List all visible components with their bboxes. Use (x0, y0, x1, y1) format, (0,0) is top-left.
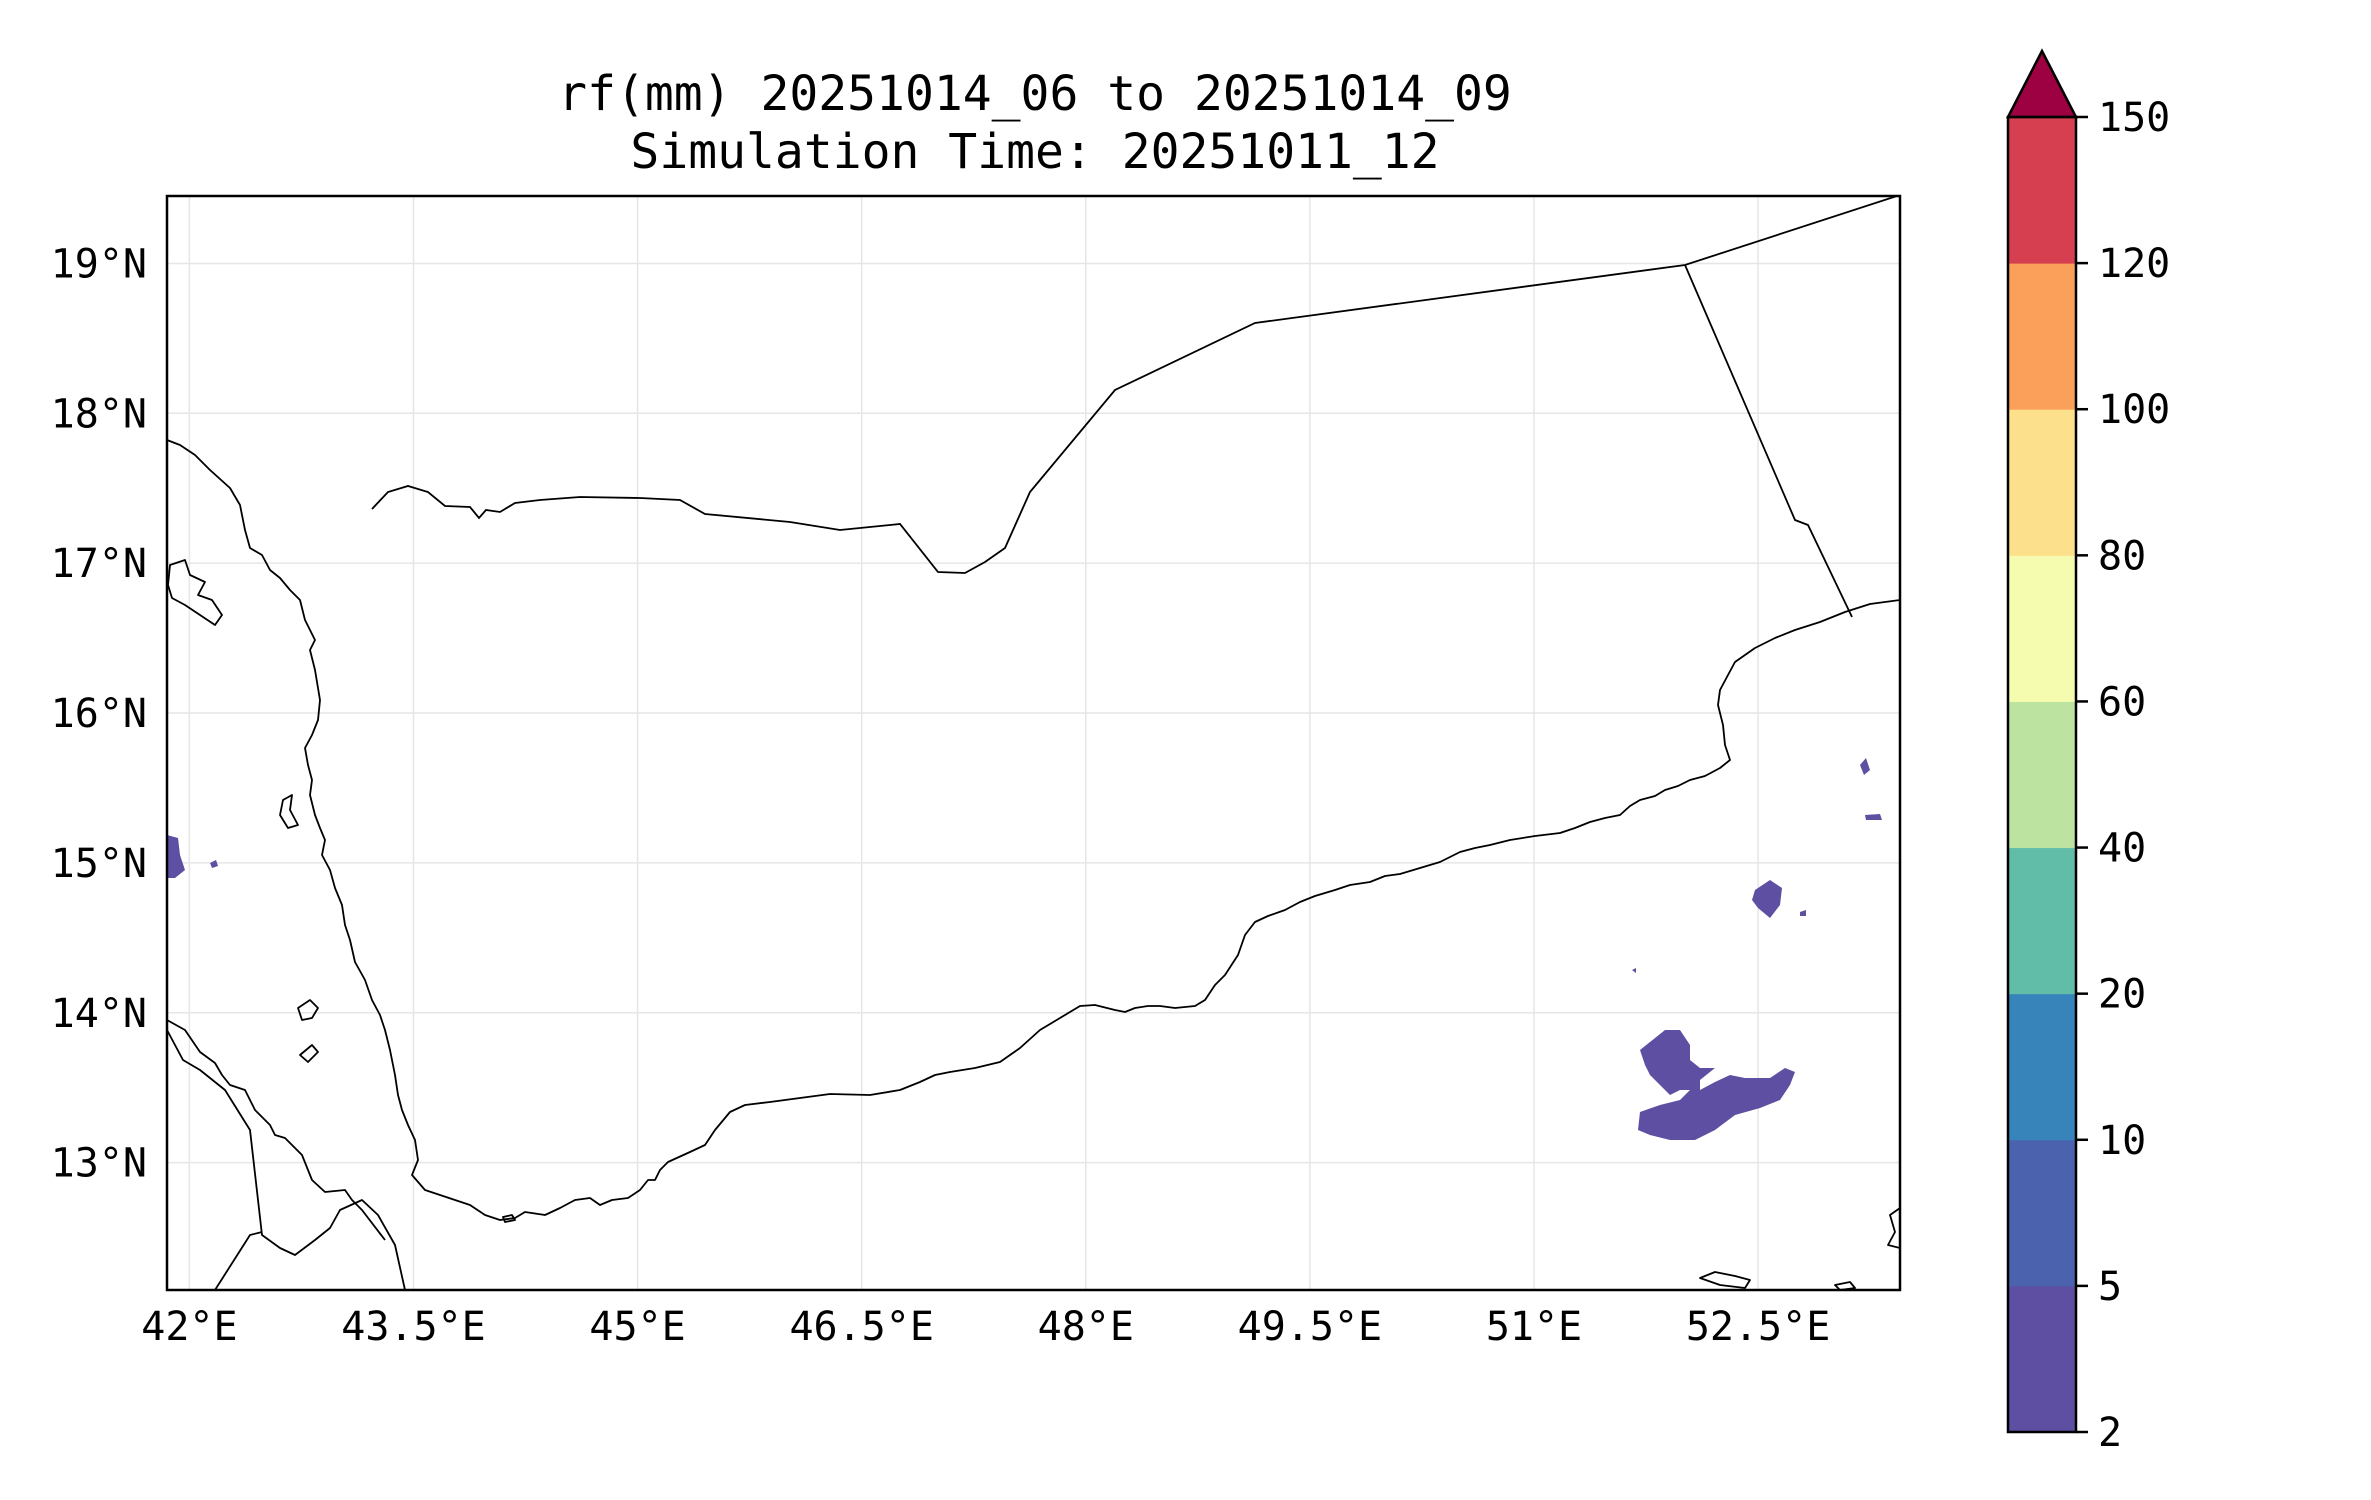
lat-tick-label: 16°N (51, 691, 147, 737)
colorbar-tick-label: 80 (2098, 533, 2146, 579)
lon-tick-label: 49.5°E (1238, 1304, 1383, 1350)
hanish-island-1 (297, 999, 319, 1021)
abd-al-kuri-island (1834, 1281, 1856, 1290)
colorbar-tick-label: 120 (2098, 241, 2170, 287)
gridlines (167, 196, 1900, 1290)
african-coast (167, 1029, 406, 1290)
colorbar-tick-label: 5 (2098, 1264, 2122, 1310)
map-panel: 42°E 43.5°E 45°E 46.5°E 48°E 49.5°E 51°E 52.5°E… (51, 194, 1902, 1350)
colorbar-tick-label: 100 (2098, 387, 2170, 433)
colorbar-segment (2008, 117, 2076, 264)
map-frame (165, 194, 1902, 1292)
djibouti-border (214, 1231, 263, 1290)
lon-tick-label: 46.5°E (789, 1304, 934, 1350)
colorbar-segment (2008, 1139, 2076, 1287)
rain-patch-main (1638, 1030, 1795, 1140)
yemen-coast (167, 439, 1900, 1221)
colorbar-segment (2008, 263, 2076, 410)
lon-tick-label: 52.5°E (1686, 1304, 1831, 1350)
hanish-island-2 (299, 1044, 319, 1063)
lon-tick-label: 51°E (1486, 1304, 1582, 1350)
rain-dot-5 (1632, 968, 1636, 973)
rainfall-patches (167, 758, 1882, 1140)
colorbar-tick-label: 20 (2098, 972, 2146, 1018)
colorbar-segment (2008, 701, 2076, 849)
socotra-island (1699, 1271, 1751, 1289)
rain-dot-3 (1865, 814, 1882, 820)
colorbar-tick-label: 2 (2098, 1410, 2122, 1456)
rain-patch-red-sea (167, 835, 185, 878)
colorbar-tick-label: 60 (2098, 679, 2146, 725)
colorbar-segments (2008, 117, 2076, 1433)
colorbar-tick-label: 40 (2098, 826, 2146, 872)
colorbar-segment (2008, 847, 2076, 995)
lat-tick-label: 19°N (51, 241, 147, 287)
lon-tick-label: 45°E (589, 1304, 685, 1350)
lat-tick-label: 15°N (51, 841, 147, 887)
colorbar-segment (2008, 1285, 2076, 1433)
lon-tick-label: 42°E (141, 1304, 237, 1350)
colorbar-tick-label: 150 (2098, 95, 2170, 141)
colorbar: 2 5 10 20 40 60 80 100 120 150 (2005, 48, 2170, 1456)
country-border (371, 196, 1900, 574)
lat-tick-label: 14°N (51, 991, 147, 1037)
lat-tick-label: 13°N (51, 1141, 147, 1187)
colorbar-frame (2006, 115, 2078, 1434)
lat-tick-label: 17°N (51, 541, 147, 587)
perim-island (502, 1214, 516, 1223)
colorbar-segment (2008, 993, 2076, 1141)
colorbar-extend-triangle (2005, 48, 2079, 119)
somalia-coast-east (1887, 1207, 1900, 1249)
map-subtitle: Simulation Time: 20251011_12 (630, 124, 1439, 180)
latitude-tick-labels: 19°N 18°N 17°N 16°N 15°N 14°N 13°N (51, 241, 147, 1186)
rain-dot-4 (1800, 910, 1806, 916)
eritrea-coast (167, 1019, 386, 1241)
lon-tick-label: 48°E (1038, 1304, 1134, 1350)
colorbar-segment (2008, 555, 2076, 702)
farasan-islands (167, 559, 223, 626)
rain-patch-small-east (1752, 880, 1782, 918)
oman-border (1684, 264, 1853, 618)
colorbar-tick-label: 10 (2098, 1118, 2146, 1164)
kamaran-island (279, 794, 299, 829)
rain-dot-2 (1860, 758, 1870, 775)
lat-tick-label: 18°N (51, 391, 147, 437)
colorbar-segment (2008, 409, 2076, 556)
colorbar-tick-labels: 2 5 10 20 40 60 80 100 120 150 (2076, 95, 2170, 1456)
longitude-tick-labels: 42°E 43.5°E 45°E 46.5°E 48°E 49.5°E 51°E 52.5°E (141, 1304, 1830, 1350)
lon-tick-label: 43.5°E (341, 1304, 486, 1350)
rain-dot-1 (210, 860, 218, 868)
map-title: rf(mm) 20251014_06 to 20251014_09 (558, 66, 1512, 122)
